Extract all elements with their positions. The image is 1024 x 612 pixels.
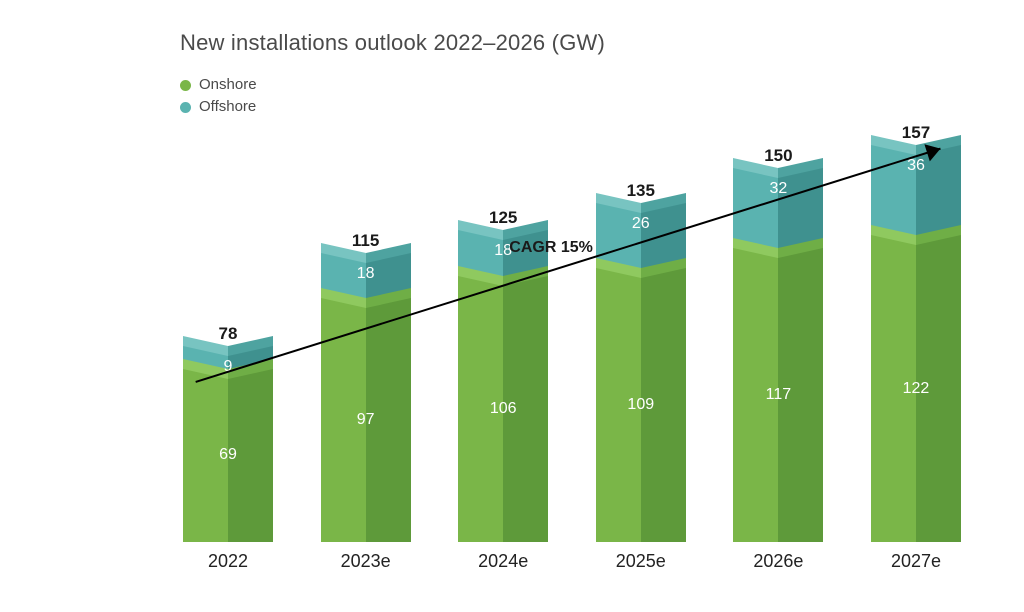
bar-total-label: 157	[902, 123, 930, 143]
bar-value-label-onshore: 69	[183, 446, 273, 464]
bar-value-label-offshore: 26	[596, 215, 686, 233]
bar-value-label-onshore: 97	[321, 411, 411, 429]
bar-segment-offshore: 36	[871, 145, 961, 235]
plot-area: 7896911518971251810613526109150321171573…	[180, 140, 964, 572]
cagr-annotation: CAGR 15%	[509, 239, 593, 257]
x-axis-label: 2027e	[868, 551, 964, 572]
bar-segment-offshore: 32	[733, 168, 823, 248]
bar-total-label: 135	[627, 181, 655, 201]
bar-segment-onshore: 97	[321, 298, 411, 542]
bar-3d: 18106	[458, 230, 548, 542]
legend-label-onshore: Onshore	[199, 74, 257, 96]
bar-segment-offshore: 9	[183, 346, 273, 369]
x-axis-labels: 2022 2023e 2024e 2025e 2026e 2027e	[180, 551, 964, 572]
bar-column: 157 36 122	[868, 123, 964, 542]
legend-swatch-offshore	[180, 102, 191, 113]
bar-total-label: 150	[764, 146, 792, 166]
legend-swatch-onshore	[180, 80, 191, 91]
bar-value-label-offshore: 9	[183, 358, 273, 376]
legend-item-offshore: Offshore	[180, 96, 964, 118]
bar-value-label-onshore: 122	[871, 380, 961, 398]
bar-3d: 26 109	[596, 203, 686, 542]
bar-3d: 36 122	[871, 145, 961, 542]
bar-value-label-offshore: 32	[733, 180, 823, 198]
bar-3d: 1897	[321, 253, 411, 542]
bar-top-chevron	[733, 238, 823, 258]
bar-segment-onshore: 122	[871, 235, 961, 542]
x-axis-label: 2024e	[455, 551, 551, 572]
x-axis-label: 2025e	[593, 551, 689, 572]
bar-3d: 32 117	[733, 168, 823, 542]
bar-column: 135 26 109	[593, 181, 689, 542]
bar-total-label: 78	[219, 324, 238, 344]
bar-segment-onshore: 69	[183, 369, 273, 542]
bars-row: 7896911518971251810613526109150321171573…	[180, 140, 964, 542]
bar-total-label: 125	[489, 208, 517, 228]
bar-value-label-onshore: 109	[596, 396, 686, 414]
bar-value-label-offshore: 36	[871, 157, 961, 175]
bar-top-chevron	[458, 266, 548, 286]
bar-segment-onshore: 106	[458, 276, 548, 542]
bar-value-label-onshore: 106	[458, 400, 548, 418]
legend-label-offshore: Offshore	[199, 96, 256, 118]
bar-column: 78969	[180, 324, 276, 542]
chart-title: New installations outlook 2022–2026 (GW)	[180, 30, 964, 56]
x-axis-label: 2023e	[318, 551, 414, 572]
x-axis-label: 2026e	[730, 551, 826, 572]
bar-value-label-offshore: 18	[321, 265, 411, 283]
bar-segment-onshore: 117	[733, 248, 823, 542]
bar-total-label: 115	[352, 231, 379, 251]
chart-container: New installations outlook 2022–2026 (GW)…	[0, 0, 1024, 612]
bar-top-chevron	[871, 225, 961, 245]
legend: Onshore Offshore	[180, 74, 964, 118]
bar-column: 1151897	[318, 231, 414, 542]
bar-column: 150 32 117	[730, 146, 826, 542]
bar-3d: 9 69	[183, 346, 273, 542]
bar-top-chevron	[596, 258, 686, 278]
bar-column: 12518106	[455, 208, 551, 542]
x-axis-label: 2022	[180, 551, 276, 572]
legend-item-onshore: Onshore	[180, 74, 964, 96]
bar-value-label-onshore: 117	[733, 386, 823, 404]
bar-segment-onshore: 109	[596, 268, 686, 542]
bar-top-chevron	[321, 288, 411, 308]
